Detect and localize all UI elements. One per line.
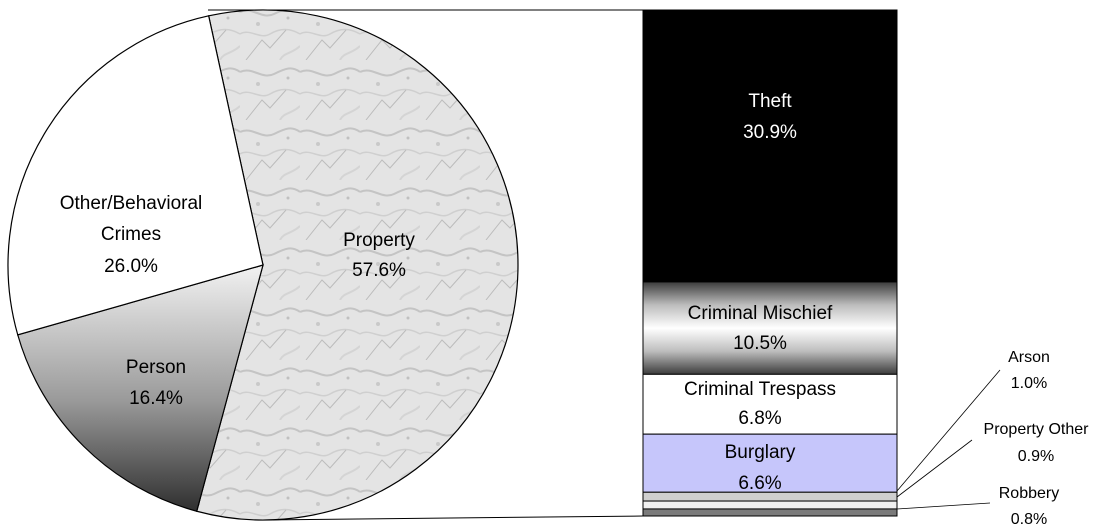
- label-burglary-name: Burglary: [725, 442, 796, 463]
- pie-slice-property: [196, 9, 519, 521]
- label-criminal-mischief-value: 10.5%: [733, 333, 787, 354]
- label-property-value: 57.6%: [352, 260, 406, 281]
- label-theft-value: 30.9%: [743, 122, 797, 143]
- leader-line-robbery: [896, 502, 991, 510]
- label-burglary-value: 6.6%: [738, 473, 781, 494]
- leader-line-property-other: [896, 439, 973, 498]
- bar-segment-robbery: [642, 508, 898, 517]
- pie-slice-person: [17, 264, 264, 512]
- leader-line-arson: [896, 369, 1001, 492]
- label-criminal-mischief-name: Criminal Mischief: [688, 303, 833, 324]
- label-person-name: Person: [126, 357, 186, 378]
- label-property-other-name: Property Other: [984, 421, 1090, 438]
- connector-bottom: [261, 515, 644, 521]
- label-person-value: 16.4%: [129, 388, 183, 409]
- label-criminal-trespass-value: 6.8%: [738, 408, 781, 429]
- label-arson-name: Arson: [1008, 349, 1050, 366]
- label-other-value: 26.0%: [104, 256, 158, 277]
- label-property-name: Property: [343, 230, 415, 251]
- bar-segment-burglary: [642, 433, 898, 493]
- label-robbery-value: 0.8%: [1011, 511, 1047, 528]
- bar-segment-theft: [642, 9, 898, 283]
- label-criminal-trespass-name: Criminal Trespass: [684, 379, 836, 400]
- bar-segment-property-other: [642, 500, 898, 510]
- bar-segment-criminal-mischief: [642, 281, 898, 375]
- label-other-name-line1: Other/Behavioral: [60, 193, 203, 214]
- label-robbery-name: Robbery: [999, 485, 1059, 502]
- label-theft-name: Theft: [748, 91, 792, 112]
- label-other-name-line2: Crimes: [101, 224, 161, 245]
- label-property-other-value: 0.9%: [1018, 448, 1054, 465]
- label-arson-value: 1.0%: [1011, 375, 1047, 392]
- pie-slice-other-behavioral: [7, 15, 264, 336]
